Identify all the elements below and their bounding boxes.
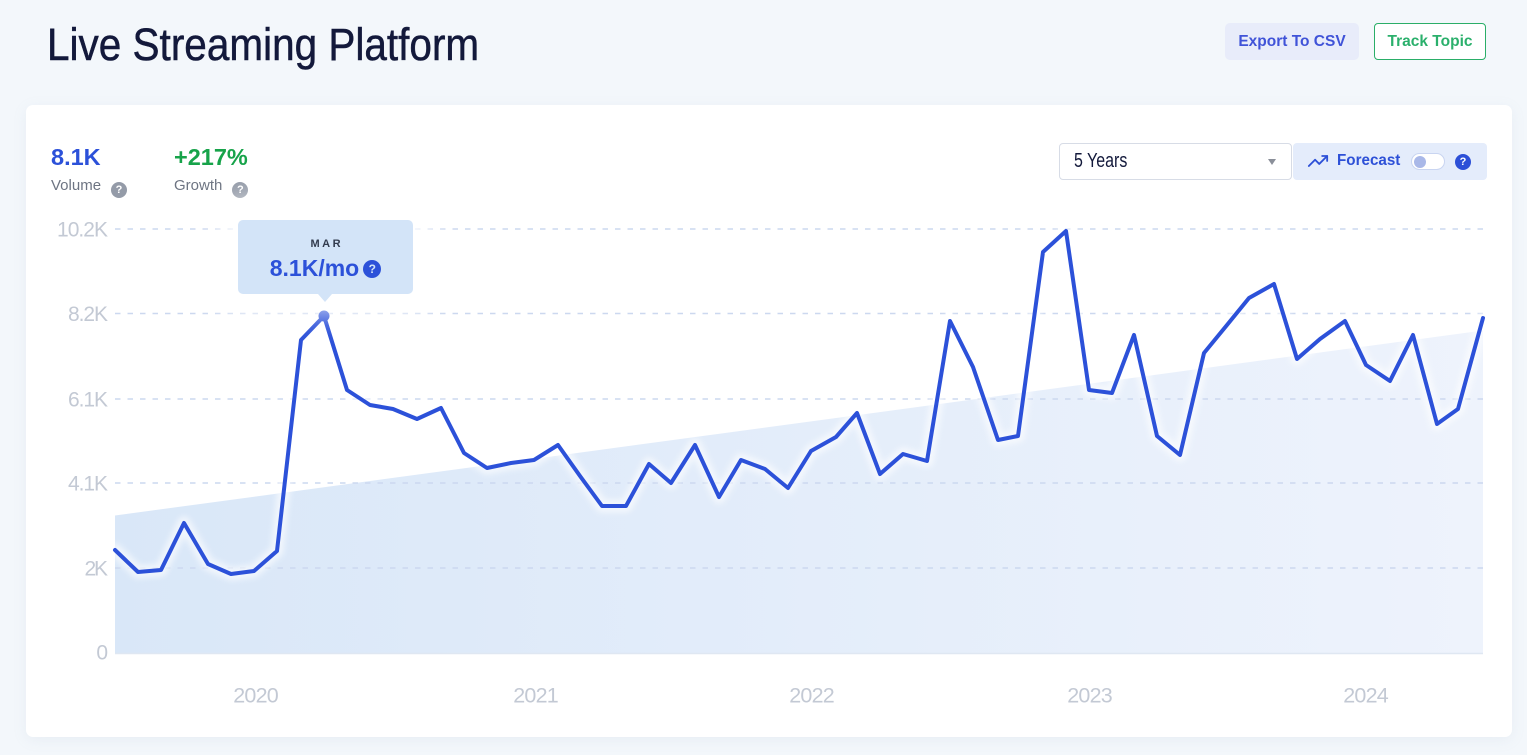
svg-text:0: 0 xyxy=(96,642,108,665)
svg-text:2021: 2021 xyxy=(513,683,559,707)
svg-text:10.2K: 10.2K xyxy=(57,219,108,242)
svg-text:6.1K: 6.1K xyxy=(68,389,108,412)
svg-text:2024: 2024 xyxy=(1343,683,1389,707)
svg-text:4.1K: 4.1K xyxy=(68,473,108,496)
svg-text:2K: 2K xyxy=(85,558,109,581)
svg-text:8.2K: 8.2K xyxy=(68,303,108,326)
svg-text:2022: 2022 xyxy=(789,683,835,707)
svg-text:2023: 2023 xyxy=(1067,683,1113,707)
svg-text:2020: 2020 xyxy=(233,683,279,707)
